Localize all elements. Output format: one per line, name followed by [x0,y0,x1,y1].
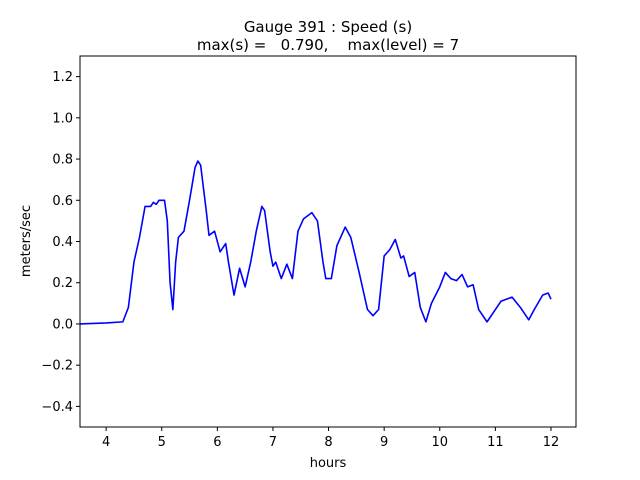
x-tick-label: 8 [324,435,332,450]
y-tick-label: 0.8 [52,153,73,168]
x-tick-label: 9 [380,435,388,450]
x-tick-label: 10 [431,435,448,450]
x-tick-label: 4 [102,435,110,450]
x-axis-label: hours [310,456,347,471]
y-tick-label: 0.4 [52,235,73,250]
y-tick-label: 0.0 [52,317,73,332]
x-tick-label: 12 [543,435,560,450]
y-tick-label: 0.2 [52,276,73,291]
y-tick-label: 1.0 [52,111,73,126]
x-tick-label: 11 [487,435,504,450]
y-tick-label: −0.2 [41,359,73,374]
plot-frame [79,55,577,428]
y-tick-label: 1.2 [52,70,73,85]
x-tick-label: 7 [269,435,277,450]
line-series [79,160,552,325]
chart-title: Gauge 391 : Speed (s) [244,18,412,36]
x-tick-label: 6 [213,435,221,450]
chart-subtitle: max(s) = 0.790, max(level) = 7 [197,36,459,54]
x-tick-label: 5 [158,435,166,450]
y-axis-label: meters/sec [19,205,34,277]
y-tick-label: 0.6 [52,194,73,209]
y-tick-label: −0.4 [41,400,73,415]
